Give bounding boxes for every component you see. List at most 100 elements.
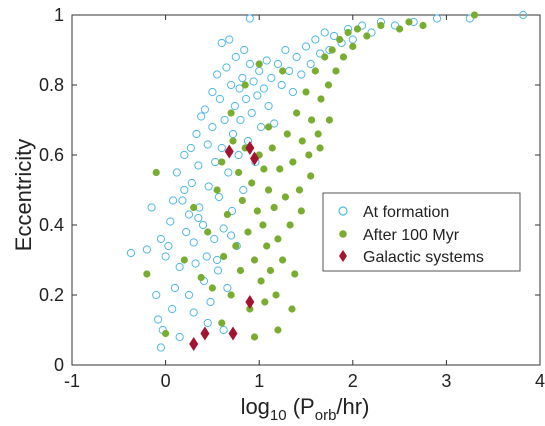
data-point-formation [285, 66, 294, 76]
data-point-formation [320, 28, 329, 37]
data-point-formation [214, 192, 224, 202]
data-point-formation [432, 14, 442, 23]
data-point-after-100-myr [316, 144, 324, 152]
data-point-formation [194, 161, 203, 170]
data-point-formation [178, 196, 187, 205]
data-point-after-100-myr [363, 32, 371, 40]
data-point-formation [234, 150, 243, 160]
data-point-formation [223, 283, 232, 293]
data-point-after-100-myr [286, 221, 294, 229]
data-point-formation [182, 227, 191, 237]
data-point-after-100-myr [325, 116, 333, 124]
data-point-formation [219, 325, 228, 335]
data-point-after-100-myr [332, 67, 340, 75]
data-point-after-100-myr [419, 21, 427, 30]
data-point-formation [247, 108, 256, 118]
data-point-formation [348, 35, 357, 44]
data-point-after-100-myr [250, 333, 259, 341]
data-point-formation [245, 59, 254, 69]
legend-label-formation: At formation [363, 204, 449, 221]
data-point-galactic [200, 326, 210, 341]
legend-label-galactic: Galactic systems [363, 249, 484, 266]
data-point-formation [170, 283, 180, 293]
data-point-after-100-myr [259, 221, 267, 229]
data-point-after-100-myr [344, 28, 352, 37]
data-point-formation [192, 129, 201, 139]
data-point-galactic [245, 295, 255, 309]
data-point-formation [277, 80, 286, 90]
data-point-formation [465, 14, 474, 23]
series-1 [143, 11, 479, 341]
data-point-after-100-myr [253, 207, 261, 215]
data-point-formation [311, 35, 320, 44]
data-point-after-100-myr [263, 242, 271, 250]
data-point-after-100-myr [213, 186, 221, 194]
data-point-formation [227, 80, 236, 90]
data-point-after-100-myr [257, 277, 265, 285]
data-point-formation [231, 52, 240, 62]
data-point-formation [194, 213, 203, 223]
data-point-after-100-myr [279, 67, 287, 75]
data-point-formation [329, 31, 339, 41]
data-point-after-100-myr [317, 95, 325, 103]
data-point-formation [172, 168, 181, 177]
data-point-formation [297, 70, 306, 79]
data-point-formation [227, 206, 237, 216]
data-point-after-100-myr [180, 256, 188, 264]
data-point-galactic [245, 141, 255, 155]
data-point-after-100-myr [229, 137, 237, 145]
data-point-formation [292, 52, 301, 62]
data-point-formation [147, 203, 156, 212]
data-point-after-100-myr [470, 11, 479, 19]
x-axis-label-sub: 10 [270, 407, 287, 424]
legend: At formation After 100 Myr Galactic syst… [322, 192, 521, 272]
data-point-formation [228, 129, 238, 139]
data-point-formation [198, 220, 208, 230]
y-axis-label: Eccentricity [11, 139, 36, 251]
data-point-after-100-myr [283, 130, 291, 138]
x-axis-label: log10 (Porb/hr) [241, 394, 370, 424]
x-axis-label-base: log [241, 394, 270, 419]
data-point-formation [217, 143, 226, 153]
data-point-formation [189, 238, 198, 247]
data-point-formation [255, 66, 264, 76]
data-point-formation [267, 73, 276, 83]
data-point-after-100-myr [298, 137, 306, 145]
series-0 [126, 10, 528, 352]
data-point-formation [281, 45, 290, 55]
data-point-formation [213, 266, 223, 275]
data-point-formation [222, 63, 231, 72]
data-point-formation [186, 143, 195, 153]
data-point-formation [240, 45, 249, 55]
data-point-after-100-myr [264, 186, 273, 194]
legend-label-after: After 100 Myr [363, 227, 460, 244]
series-2 [189, 141, 260, 351]
data-point-after-100-myr [248, 179, 256, 187]
data-point-formation [164, 241, 173, 251]
data-point-formation [288, 87, 297, 97]
data-point-formation [249, 77, 258, 86]
data-point-formation [168, 196, 178, 205]
data-point-formation [168, 304, 177, 314]
data-point-after-100-myr [281, 193, 290, 201]
data-point-formation [187, 178, 196, 188]
data-point-formation [156, 234, 166, 244]
y-tick-label: 1 [54, 5, 64, 25]
data-point-formation [238, 73, 247, 83]
data-point-after-100-myr [235, 168, 243, 177]
data-point-formation [235, 84, 244, 93]
data-point-formation [197, 112, 206, 121]
x-tick-label: 1 [254, 371, 264, 391]
data-point-after-100-myr [218, 158, 226, 166]
data-point-after-100-myr [328, 46, 336, 54]
data-point-after-100-myr [241, 81, 249, 89]
data-point-after-100-myr [308, 116, 316, 124]
data-point-formation [142, 245, 151, 254]
x-tick-label: 0 [161, 371, 171, 391]
data-point-formation [519, 10, 528, 20]
data-point-after-100-myr [162, 329, 170, 338]
data-point-formation [161, 252, 170, 261]
data-point-formation [180, 150, 189, 160]
data-point-after-100-myr [339, 53, 348, 61]
data-point-formation [241, 94, 251, 104]
